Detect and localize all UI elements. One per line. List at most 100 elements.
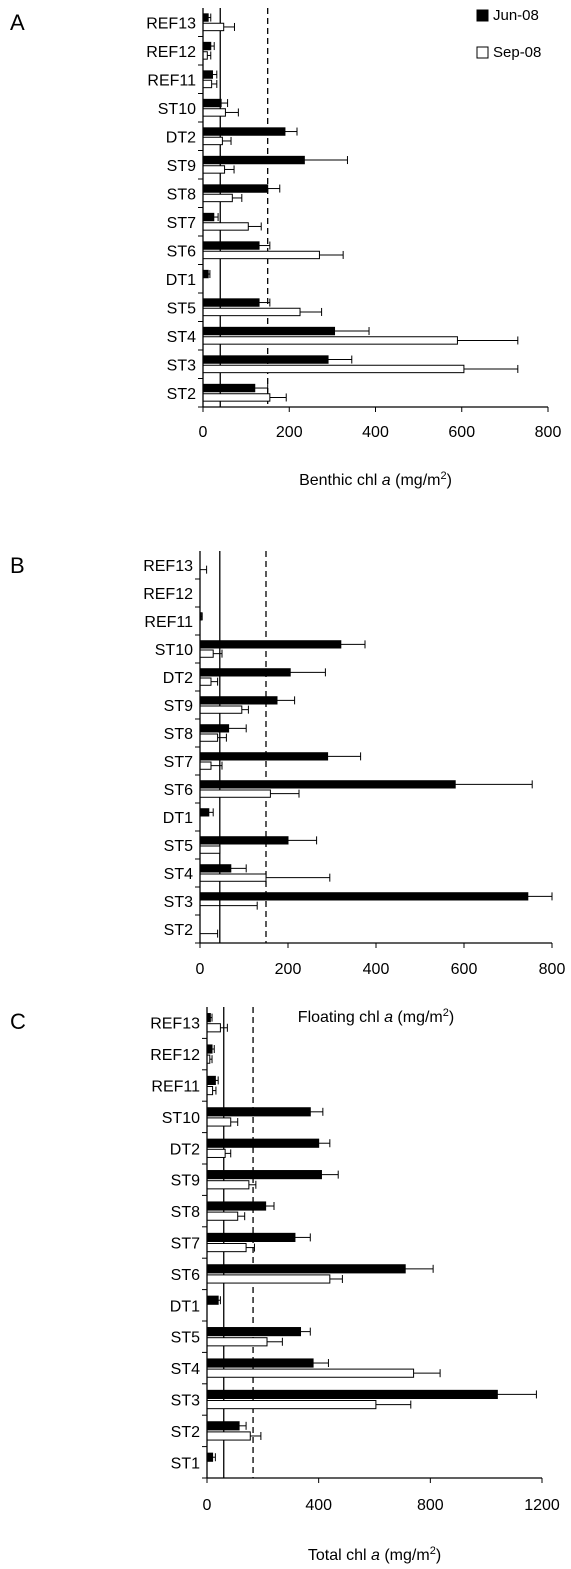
category-label: ST2 (164, 922, 193, 939)
x-tick-label: 800 (535, 424, 562, 441)
x-tick-label: 0 (199, 424, 208, 441)
bar-jun (206, 1452, 214, 1462)
bar-jun (202, 355, 329, 364)
category-label: ST8 (167, 186, 196, 203)
category-label: DT2 (166, 129, 196, 146)
x-tick-label: 600 (448, 424, 475, 441)
category-label: REF11 (147, 72, 196, 89)
bar-sep (202, 108, 226, 117)
bar-jun (206, 1327, 302, 1337)
category-label: ST8 (171, 1204, 200, 1221)
bar-sep (202, 193, 233, 203)
bar-sep (206, 1023, 221, 1033)
bar-jun (199, 668, 291, 677)
category-label: REF13 (143, 558, 193, 575)
bar-sep (199, 733, 219, 742)
category-label: REF12 (150, 1047, 200, 1064)
category-label: ST10 (158, 101, 196, 118)
bar-sep (202, 165, 226, 174)
bar-sep (199, 649, 214, 658)
bar-sep (199, 761, 212, 770)
bar-sep (199, 677, 212, 686)
category-label: REF12 (146, 44, 196, 61)
category-label: ST4 (164, 866, 193, 883)
category-label: DT2 (163, 670, 193, 687)
bar-sep (202, 393, 271, 402)
category-label: ST3 (164, 894, 193, 911)
category-label: ST5 (167, 300, 196, 317)
bar-sep (206, 1274, 331, 1284)
legend: Jun-08 Sep-08 (476, 7, 541, 61)
bar-jun (206, 1075, 216, 1086)
bar-jun (202, 155, 305, 165)
bar-sep (206, 1400, 377, 1410)
bar-sep (202, 250, 320, 260)
bar-jun (202, 127, 286, 136)
panel-label: C (10, 1009, 26, 1034)
bar-jun (206, 1421, 240, 1431)
bar-sep (199, 845, 221, 854)
bar-jun (206, 1107, 311, 1117)
bar-sep (206, 1368, 415, 1378)
x-axis-title: Floating chl a (mg/m2) (298, 1007, 454, 1026)
bar-jun (202, 383, 256, 393)
legend-label-sep: Sep-08 (493, 44, 541, 61)
chart-panel-b: B REF13 REF12 REF11 ST10 DT2 ST9 ST8 ST7 ST6 DT1 ST… (10, 551, 565, 1026)
category-label: ST5 (171, 1330, 200, 1347)
bar-sep (202, 22, 225, 32)
chart-panel-c: C REF13REF12REF11ST10DT2ST9ST8ST7ST6DT1ST… (10, 1007, 560, 1564)
category-label: ST4 (167, 329, 196, 346)
bar-jun (202, 98, 222, 108)
x-tick-label: 1200 (524, 1497, 560, 1514)
bar-sep (202, 79, 213, 89)
category-label: REF12 (143, 586, 193, 603)
category-label: DT1 (166, 272, 196, 289)
bar-jun (202, 326, 336, 336)
category-label: ST3 (167, 357, 196, 374)
bar-jun (202, 70, 213, 79)
bar-jun (199, 696, 278, 705)
category-label: ST9 (164, 698, 193, 715)
chart-panel-a: A REF13 REF12 REF11 ST10 DT2 ST9 ST8 ST7 ST6 DT1 ST… (10, 8, 561, 489)
bar-jun (202, 241, 260, 250)
bar-jun (206, 1295, 219, 1305)
bar-sep (206, 1243, 247, 1253)
bar-sep (206, 1180, 250, 1190)
bar-jun (202, 13, 209, 22)
x-tick-label: 400 (363, 961, 390, 978)
legend-label-jun: Jun-08 (493, 7, 539, 24)
bar-sep (206, 1211, 239, 1221)
x-tick-label: 400 (362, 424, 389, 441)
bar-jun (202, 41, 212, 51)
bar-jun (202, 269, 209, 279)
legend-swatch-jun (476, 9, 489, 22)
bar-jun (206, 1232, 296, 1243)
category-label: ST2 (171, 1424, 200, 1441)
bar-jun (202, 298, 260, 307)
bar-jun (206, 1138, 320, 1148)
x-tick-label: 800 (417, 1497, 444, 1514)
x-tick-label: 200 (275, 961, 302, 978)
x-tick-label: 600 (451, 961, 478, 978)
category-label: DT1 (163, 810, 193, 827)
category-label: ST6 (171, 1267, 200, 1284)
bar-jun (199, 836, 289, 845)
bar-jun (206, 1170, 322, 1180)
bar-jun (206, 1044, 213, 1054)
panel-label: A (10, 10, 25, 35)
bar-jun (199, 724, 230, 733)
category-label: DT1 (170, 1298, 200, 1315)
bar-jun (206, 1358, 314, 1368)
x-axis-title: Total chl a (mg/m2) (308, 1545, 441, 1564)
x-tick-label: 400 (305, 1497, 332, 1514)
category-label: ST7 (171, 1236, 200, 1253)
category-label: ST1 (171, 1455, 200, 1472)
x-axis-title: Benthic chl a (mg/m2) (299, 470, 452, 489)
bar-sep (202, 136, 223, 146)
category-label: ST7 (164, 754, 193, 771)
bar-sep (206, 1148, 226, 1158)
bar-sep (206, 1117, 232, 1127)
category-label: ST9 (171, 1173, 200, 1190)
bar-sep (199, 789, 271, 798)
